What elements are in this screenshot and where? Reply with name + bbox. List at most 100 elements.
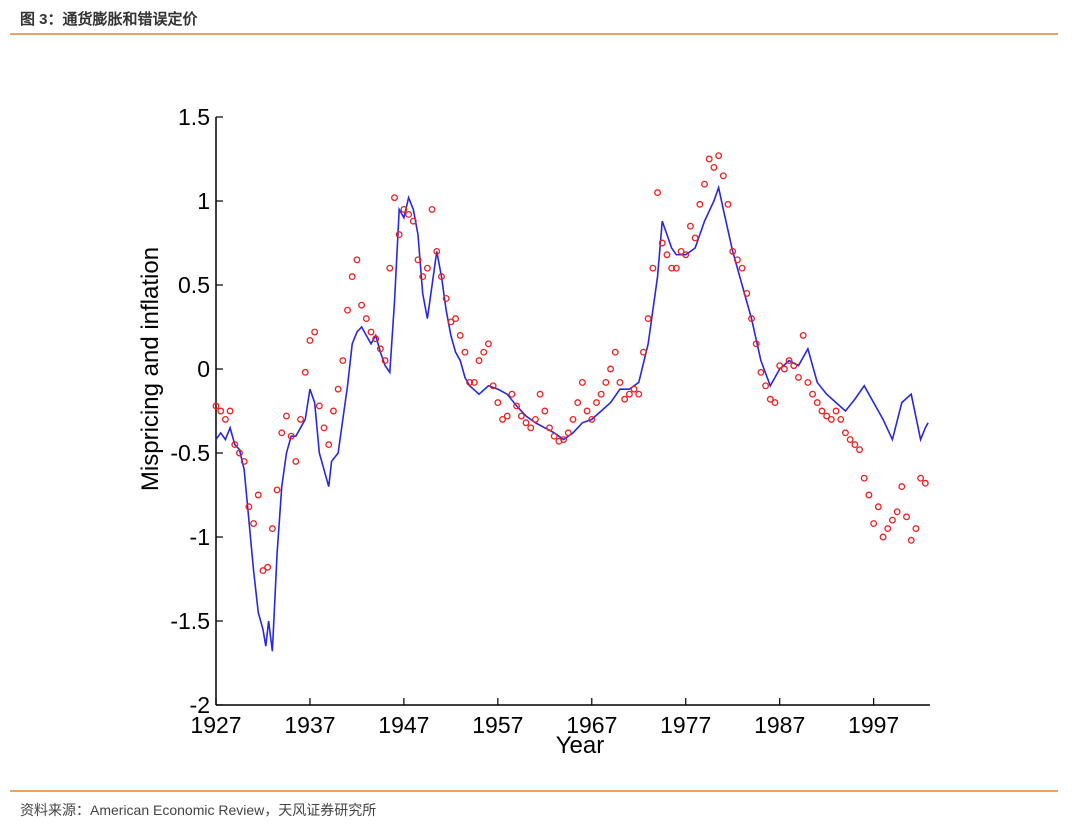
mispricing-point	[691, 234, 699, 242]
mispricing-point	[221, 415, 229, 423]
mispricing-point	[311, 328, 319, 336]
mispricing-point	[818, 407, 826, 415]
mispricing-point	[912, 525, 920, 533]
mispricing-point	[635, 390, 643, 398]
mispricing-point	[841, 429, 849, 437]
y-tick-label: 1.5	[178, 104, 210, 130]
mispricing-point	[381, 357, 389, 365]
mispricing-point	[748, 315, 755, 323]
mispricing-point	[391, 194, 398, 202]
mispricing-point	[921, 479, 929, 487]
mispricing-point	[621, 395, 629, 403]
x-tick-label: 1987	[754, 712, 805, 738]
mispricing-point	[917, 474, 925, 482]
mispricing-point	[668, 264, 676, 272]
mispricing-point	[733, 256, 741, 264]
mispricing-point	[550, 432, 558, 440]
mispricing-point	[461, 348, 469, 356]
x-axis-label: Year	[556, 732, 605, 759]
mispricing-point	[785, 357, 793, 365]
mispricing-point	[334, 385, 342, 393]
mispricing-point	[588, 415, 596, 423]
mispricing-point	[480, 348, 488, 356]
x-tick-label: 1957	[472, 712, 523, 738]
x-tick-label: 1977	[660, 712, 711, 738]
mispricing-point	[907, 536, 915, 544]
mispricing-point	[329, 407, 337, 415]
mispricing-point	[724, 200, 732, 208]
mispricing-point	[827, 415, 835, 423]
mispricing-point	[780, 365, 788, 373]
mispricing-point	[522, 419, 530, 427]
mispricing-point	[503, 412, 511, 420]
divider	[10, 33, 1058, 35]
mispricing-point	[823, 412, 831, 420]
x-tick-label: 1937	[284, 712, 335, 738]
mispricing-point	[686, 222, 694, 230]
mispricing-point	[452, 315, 460, 323]
mispricing-point	[283, 412, 290, 420]
mispricing-point	[240, 457, 248, 465]
mispricing-point	[297, 415, 305, 423]
y-tick-label: -1	[190, 524, 210, 550]
mispricing-point	[893, 508, 901, 516]
mispricing-point	[419, 273, 427, 281]
mispricing-point	[743, 289, 751, 297]
mispricing-point	[560, 436, 568, 444]
mispricing-point	[438, 273, 445, 281]
y-tick-label: 0.5	[178, 272, 210, 298]
mispricing-point	[879, 533, 887, 541]
mispricing-point	[813, 399, 821, 407]
mispricing-point	[536, 390, 544, 398]
mispricing-point	[212, 402, 220, 410]
mispricing-point	[682, 251, 690, 259]
mispricing-point	[809, 390, 817, 398]
mispricing-point	[348, 273, 356, 281]
mispricing-point	[475, 357, 483, 365]
mispricing-point	[677, 247, 685, 255]
y-tick-label: -1.5	[170, 608, 210, 634]
mispricing-point	[259, 567, 267, 575]
mispricing-point	[306, 336, 314, 344]
mispricing-point	[611, 348, 619, 356]
mispricing-point	[790, 362, 798, 370]
mispricing-point	[729, 247, 737, 255]
mispricing-point	[804, 378, 812, 386]
mispricing-point	[489, 382, 497, 390]
mispricing-point	[353, 256, 361, 264]
mispricing-point	[860, 474, 868, 482]
divider	[10, 790, 1058, 792]
mispricing-point	[442, 294, 450, 302]
mispricing-point	[320, 424, 328, 432]
y-axis-label: Mispricing and inflation	[137, 247, 164, 491]
x-tick-label: 1947	[378, 712, 429, 738]
chart: Year Mispricing and inflation -2 -1.5 -1 -0…	[137, 104, 930, 759]
mispricing-point	[409, 217, 417, 225]
mispricing-point	[762, 382, 770, 390]
mispricing-point	[903, 513, 910, 521]
mispricing-point	[766, 395, 774, 403]
mispricing-point	[874, 503, 882, 511]
mispricing-point	[499, 415, 506, 423]
mispricing-point	[405, 210, 413, 218]
mispricing-point	[715, 152, 723, 160]
mispricing-point	[658, 239, 666, 247]
mispricing-point	[888, 516, 896, 524]
mispricing-point	[851, 441, 859, 449]
mispricing-point	[870, 520, 878, 528]
mispricing-point	[508, 390, 516, 398]
mispricing-point	[466, 378, 474, 386]
mispricing-point	[865, 491, 873, 499]
mispricing-point	[358, 301, 366, 309]
mispricing-point	[616, 378, 624, 386]
x-tick-label: 1997	[848, 712, 899, 738]
mispricing-point	[569, 415, 577, 423]
mispricing-point	[630, 385, 638, 393]
mispricing-point	[301, 368, 309, 376]
mispricing-point	[325, 441, 333, 449]
y-tick-label: -2	[190, 692, 210, 718]
mispricing-point	[884, 525, 892, 533]
mispricing-point	[738, 264, 746, 272]
mispricing-point	[362, 315, 370, 323]
mispricing-point	[701, 180, 708, 188]
